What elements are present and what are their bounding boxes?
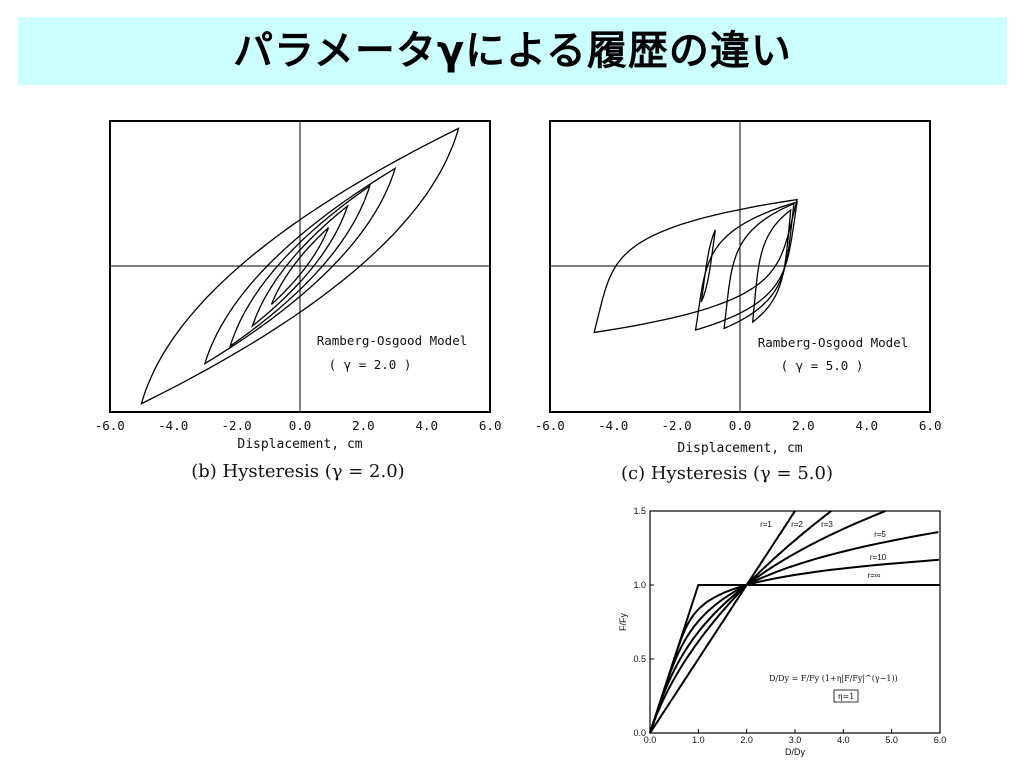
chart-backbone-series-line [649,510,796,734]
title-banner: パラメータγによる履歴の違い [18,17,1007,85]
chart-c-x-label: Displacement, cm [677,441,802,456]
chart-backbone-y-tick-label: 1.0 [633,580,646,590]
chart-b-caption: (b) Hysteresis (γ = 2.0) [191,461,404,482]
chart-backbone-frame [649,510,941,734]
chart-backbone-x-tick-label: 6.0 [934,735,947,745]
page-title: パラメータγによる履歴の違い [233,28,792,74]
chart-b-loop [229,184,371,348]
chart-c-loop [723,202,795,330]
chart-backbone-curves: 0.0 1.0 2.0 3.0 4.0 5.0 6.0 0.0 0.5 1.0 1.5 r=1 r=2… [618,506,946,757]
chart-c-x-tick-label: 2.0 [792,418,815,433]
chart-c-loop [751,208,792,324]
chart-b-x-tick-label: 4.0 [416,418,439,433]
chart-backbone-series-label: r=5 [874,530,886,539]
chart-c-x-tick-label: -6.0 [535,418,565,433]
chart-backbone-x-tick-label: 2.0 [740,735,753,745]
chart-b-x-label: Displacement, cm [237,437,362,452]
chart-backbone-series-line [649,510,832,734]
chart-backbone-y-label: F/Fy [618,613,628,631]
chart-c-annotation-gamma: ( γ = 5.0 ) [781,358,864,373]
chart-c-loop [700,229,716,303]
chart-backbone-series-line [649,531,939,734]
chart-c-hysteresis-gamma-5: -6.0 -4.0 -2.0 0.0 2.0 4.0 6.0 Displacement, c… [535,120,942,484]
chart-backbone-x-tick-label: 4.0 [837,735,850,745]
chart-b-loop [140,127,460,405]
chart-c-x-tick-label: 6.0 [919,418,942,433]
chart-b-x-tick-label: 6.0 [479,418,502,433]
chart-c-annotation-model: Ramberg-Osgood Model [758,335,909,350]
chart-backbone-series-line [649,584,940,734]
chart-backbone-series-label: r=∞ [867,571,880,580]
chart-backbone-eta-label: η=1 [838,692,855,701]
chart-backbone-series: r=1 r=2 r=3 r=5 r=10 r=∞ [649,510,940,734]
chart-b-x-tick-label: 2.0 [352,418,375,433]
chart-b-loops [140,127,460,405]
chart-b-loop [251,204,349,328]
chart-c-loop [593,198,798,334]
chart-backbone-y-tick-label: 1.5 [633,506,646,516]
chart-backbone-y-tick-label: 0.0 [633,728,646,738]
chart-b-x-tick-label: -6.0 [95,418,125,433]
chart-backbone-series-label: r=1 [760,520,772,529]
chart-b-x-tick-label: -4.0 [158,418,188,433]
chart-backbone-x-label: D/Dy [785,747,805,757]
chart-b-x-tick-label: -2.0 [222,418,252,433]
chart-backbone-eta-box [833,689,859,703]
chart-backbone-series-label: r=2 [791,520,803,529]
chart-backbone-x-tick-label: 0.0 [644,735,657,745]
chart-c-loops [593,198,798,334]
chart-b-loop [203,166,397,366]
chart-c-x-tick-label: -4.0 [598,418,628,433]
chart-b-annotation-gamma: ( γ = 2.0 ) [329,357,412,372]
chart-c-caption: (c) Hysteresis (γ = 5.0) [621,463,833,484]
chart-b-x-tick-label: 0.0 [289,418,312,433]
chart-b-loop [270,227,330,305]
chart-c-x-tick-label: -2.0 [662,418,692,433]
chart-backbone-x-tick-label: 3.0 [789,735,802,745]
chart-backbone-x-tick-label: 1.0 [692,735,705,745]
chart-c-loop [694,201,798,331]
chart-backbone-formula: D/Dy = F/Fy (1+η|F/Fy|^(γ−1)) [769,674,898,683]
chart-backbone-x-tick-label: 5.0 [885,735,898,745]
chart-b-tick-labels: -6.0 -4.0 -2.0 0.0 2.0 4.0 6.0 [95,418,502,433]
chart-backbone-y-tick-label: 0.5 [633,654,646,664]
chart-b-annotation-model: Ramberg-Osgood Model [317,333,468,348]
chart-backbone-series-label: r=10 [870,553,887,562]
chart-backbone-series-label: r=3 [821,520,833,529]
chart-c-x-tick-label: 4.0 [856,418,879,433]
chart-b-hysteresis-gamma-2: -6.0 -4.0 -2.0 0.0 2.0 4.0 6.0 Displacement, c… [95,120,502,482]
chart-c-x-tick-label: 0.0 [729,418,752,433]
chart-c-tick-labels: -6.0 -4.0 -2.0 0.0 2.0 4.0 6.0 [535,418,942,433]
chart-backbone-ticks: 0.0 1.0 2.0 3.0 4.0 5.0 6.0 0.0 0.5 1.0 1.5 [633,506,946,745]
